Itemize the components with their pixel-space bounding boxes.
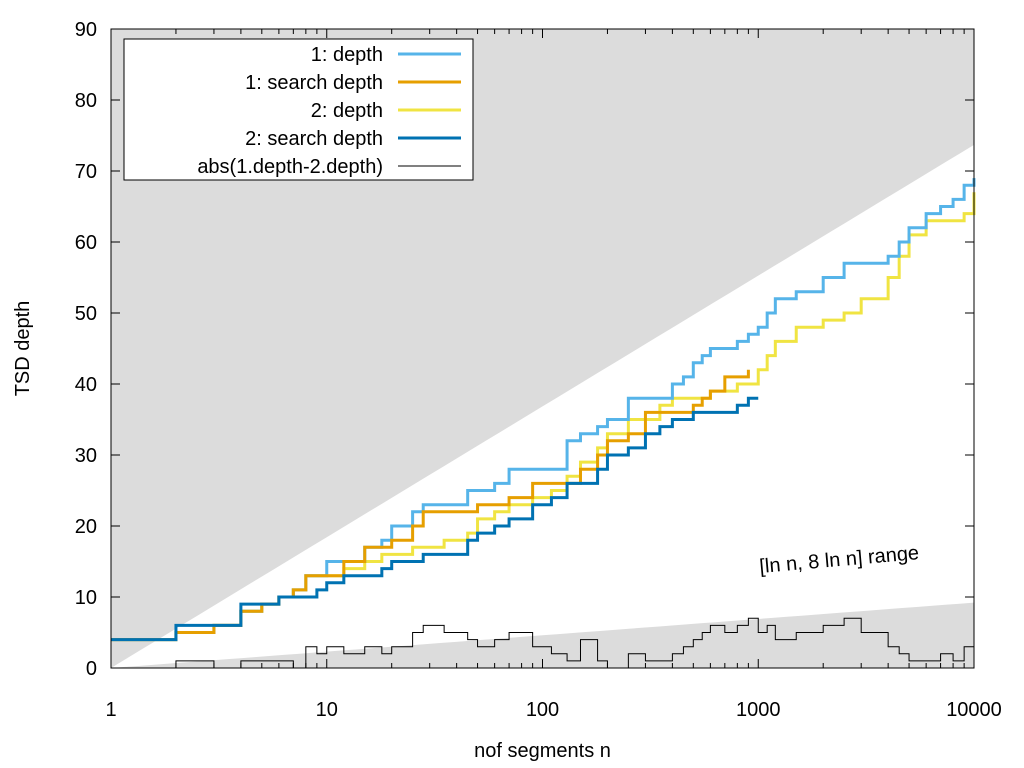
legend-label: 2: search depth — [245, 128, 383, 150]
x-tick-label: 10 — [316, 699, 338, 721]
y-tick-label: 90 — [75, 19, 97, 41]
legend-label: 2: depth — [311, 100, 383, 122]
upper-band — [111, 29, 974, 668]
x-tick-label: 100 — [526, 699, 559, 721]
y-tick-label: 40 — [75, 374, 97, 396]
y-axis-title: TSD depth — [12, 301, 34, 397]
y-tick-label: 70 — [75, 161, 97, 183]
y-tick-label: 50 — [75, 303, 97, 325]
y-tick-label: 30 — [75, 445, 97, 467]
legend-label: abs(1.depth-2.depth) — [197, 156, 383, 178]
x-tick-label: 1 — [105, 699, 116, 721]
legend-label: 1: search depth — [245, 72, 383, 94]
plot-frame — [110, 28, 975, 669]
y-tick-label: 20 — [75, 516, 97, 538]
x-tick-label: 1000 — [736, 699, 781, 721]
y-tick-label: 0 — [86, 658, 97, 680]
x-axis-title: nof segments n — [474, 740, 611, 762]
y-tick-label: 10 — [75, 587, 97, 609]
legend-label: 1: depth — [311, 44, 383, 66]
y-tick-label: 60 — [75, 232, 97, 254]
tick-labels-layer: 0 10 20 30 40 50 60 70 80 90 1 10 100 1000 10000 — [75, 19, 1002, 721]
y-tick-label: 80 — [75, 90, 97, 112]
x-tick-label: 10000 — [946, 699, 1002, 721]
legend: 1: depth 1: search depth 2: depth 2: search… — [123, 38, 474, 181]
range-annotation: [ln n, 8 ln n] range — [759, 542, 920, 578]
series-line-3 — [111, 396, 759, 642]
